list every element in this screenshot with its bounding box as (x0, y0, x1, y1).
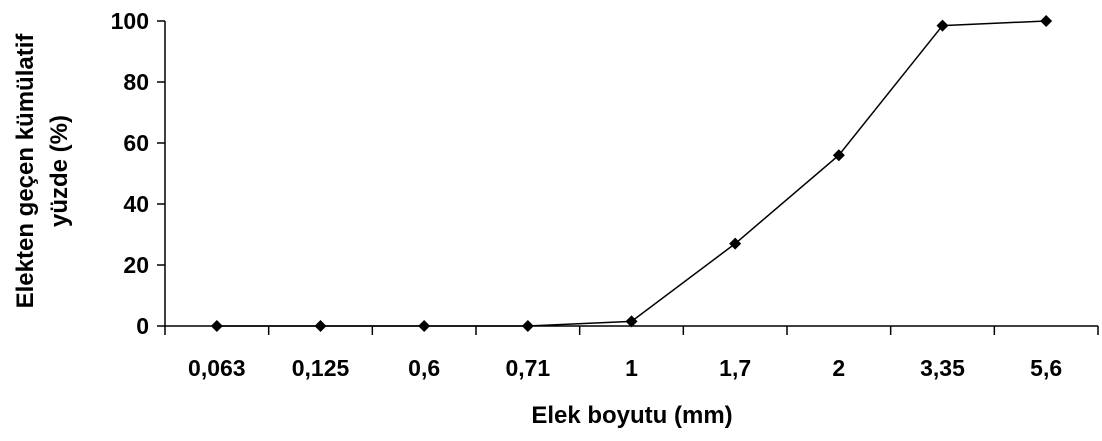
y-tick-label: 40 (123, 191, 149, 217)
x-axis: 0,063 0,125 0,6 0,71 1 1,7 2 3,35 5,6 (164, 325, 1099, 381)
series-line (216, 20, 1047, 327)
x-tick-label: 5,6 (1030, 355, 1062, 381)
x-tick-label: 1,7 (719, 355, 751, 381)
data-point-marker (729, 237, 742, 250)
data-point-marker (418, 320, 431, 332)
data-point-marker (625, 315, 638, 328)
y-tick-label: 80 (123, 69, 149, 95)
x-tick-label: 0,125 (292, 355, 350, 381)
x-tick-label: 3,35 (920, 355, 965, 381)
data-point-marker (521, 320, 534, 332)
y-tick-label: 0 (136, 313, 149, 339)
data-point-marker (210, 320, 223, 332)
data-point-marker (832, 149, 845, 162)
y-tick-label: 60 (123, 130, 149, 156)
y-tick-label: 20 (123, 252, 149, 278)
series-group (210, 15, 1053, 332)
x-tick-label: 0,063 (188, 355, 246, 381)
y-axis-title-line-2: yüzde (%) (46, 115, 73, 227)
x-axis-title: Elek boyutu (mm) (531, 402, 732, 429)
y-axis: 0 20 40 60 80 100 (111, 8, 166, 339)
data-point-marker (314, 320, 327, 332)
x-tick-label: 0,71 (505, 355, 550, 381)
y-axis-title-line-1: Elekten geçen kümülatif (12, 33, 39, 309)
x-tick-label: 0,6 (408, 355, 440, 381)
y-axis-title: Elekten geçen kümülatif yüzde (%) (12, 33, 73, 309)
x-tick-label: 1 (625, 355, 638, 381)
x-tick-label: 2 (832, 355, 845, 381)
data-point-marker (936, 19, 949, 32)
y-tick-label: 100 (111, 8, 149, 34)
data-point-marker (1040, 15, 1053, 27)
